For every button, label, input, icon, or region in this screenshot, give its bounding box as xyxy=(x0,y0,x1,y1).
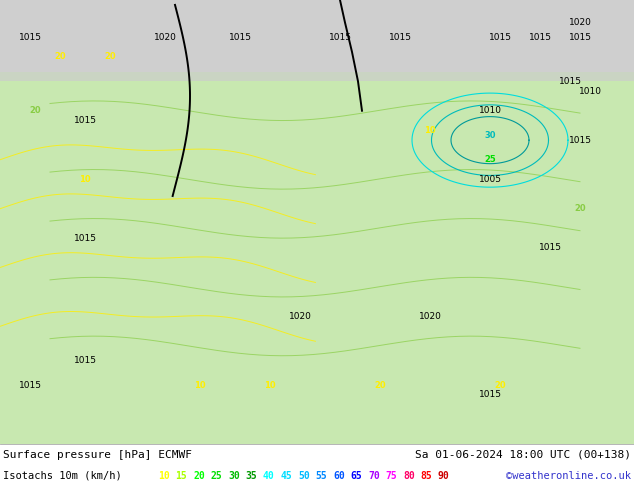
Text: 10: 10 xyxy=(424,126,436,135)
Text: 80: 80 xyxy=(403,471,415,481)
Text: 20: 20 xyxy=(193,471,205,481)
Text: 1015: 1015 xyxy=(559,77,581,86)
FancyBboxPatch shape xyxy=(0,0,634,81)
Text: Surface pressure [hPa] ECMWF: Surface pressure [hPa] ECMWF xyxy=(3,450,192,460)
Text: 60: 60 xyxy=(333,471,345,481)
Text: 20: 20 xyxy=(374,381,386,390)
Text: 45: 45 xyxy=(280,471,292,481)
Text: 20: 20 xyxy=(574,204,586,213)
Text: 40: 40 xyxy=(263,471,275,481)
Text: 70: 70 xyxy=(368,471,380,481)
Text: 1015: 1015 xyxy=(228,33,252,42)
FancyBboxPatch shape xyxy=(0,0,634,444)
FancyBboxPatch shape xyxy=(0,0,634,72)
Text: 1015: 1015 xyxy=(479,391,501,399)
Text: 35: 35 xyxy=(245,471,257,481)
Text: 10: 10 xyxy=(264,381,276,390)
Text: 15: 15 xyxy=(176,471,187,481)
Text: 1015: 1015 xyxy=(389,33,411,42)
Text: 1015: 1015 xyxy=(18,381,41,390)
Text: 1015: 1015 xyxy=(569,33,592,42)
Text: 1005: 1005 xyxy=(479,175,501,184)
Text: 1015: 1015 xyxy=(569,136,592,145)
Text: 85: 85 xyxy=(420,471,432,481)
Text: 55: 55 xyxy=(316,471,327,481)
Text: 1015: 1015 xyxy=(328,33,351,42)
Text: 1010: 1010 xyxy=(578,87,602,96)
Text: 1015: 1015 xyxy=(18,33,41,42)
Text: 25: 25 xyxy=(484,155,496,164)
Text: 50: 50 xyxy=(298,471,310,481)
Text: 90: 90 xyxy=(438,471,450,481)
Text: 1015: 1015 xyxy=(489,33,512,42)
Text: 10: 10 xyxy=(194,381,206,390)
Text: 1015: 1015 xyxy=(74,234,96,243)
Text: 75: 75 xyxy=(385,471,398,481)
Text: Sa 01-06-2024 18:00 UTC (00+138): Sa 01-06-2024 18:00 UTC (00+138) xyxy=(415,450,631,460)
Text: 20: 20 xyxy=(29,106,41,115)
Text: Isotachs 10m (km/h): Isotachs 10m (km/h) xyxy=(3,471,122,481)
Text: 20: 20 xyxy=(494,381,506,390)
Text: 1015: 1015 xyxy=(74,356,96,365)
Text: 1020: 1020 xyxy=(288,312,311,321)
Text: 25: 25 xyxy=(210,471,223,481)
Text: 30: 30 xyxy=(228,471,240,481)
Text: 1010: 1010 xyxy=(479,106,501,115)
Text: 10: 10 xyxy=(79,175,91,184)
Text: 1015: 1015 xyxy=(529,33,552,42)
Text: 1020: 1020 xyxy=(569,18,592,27)
Text: 20: 20 xyxy=(54,52,66,61)
Text: 1020: 1020 xyxy=(418,312,441,321)
Text: 1015: 1015 xyxy=(74,116,96,125)
Text: 1015: 1015 xyxy=(538,244,562,252)
Text: 1020: 1020 xyxy=(153,33,176,42)
Text: 20: 20 xyxy=(104,52,116,61)
Text: 10: 10 xyxy=(158,471,170,481)
Text: ©weatheronline.co.uk: ©weatheronline.co.uk xyxy=(506,471,631,481)
Text: 65: 65 xyxy=(351,471,362,481)
Text: 30: 30 xyxy=(484,131,496,140)
